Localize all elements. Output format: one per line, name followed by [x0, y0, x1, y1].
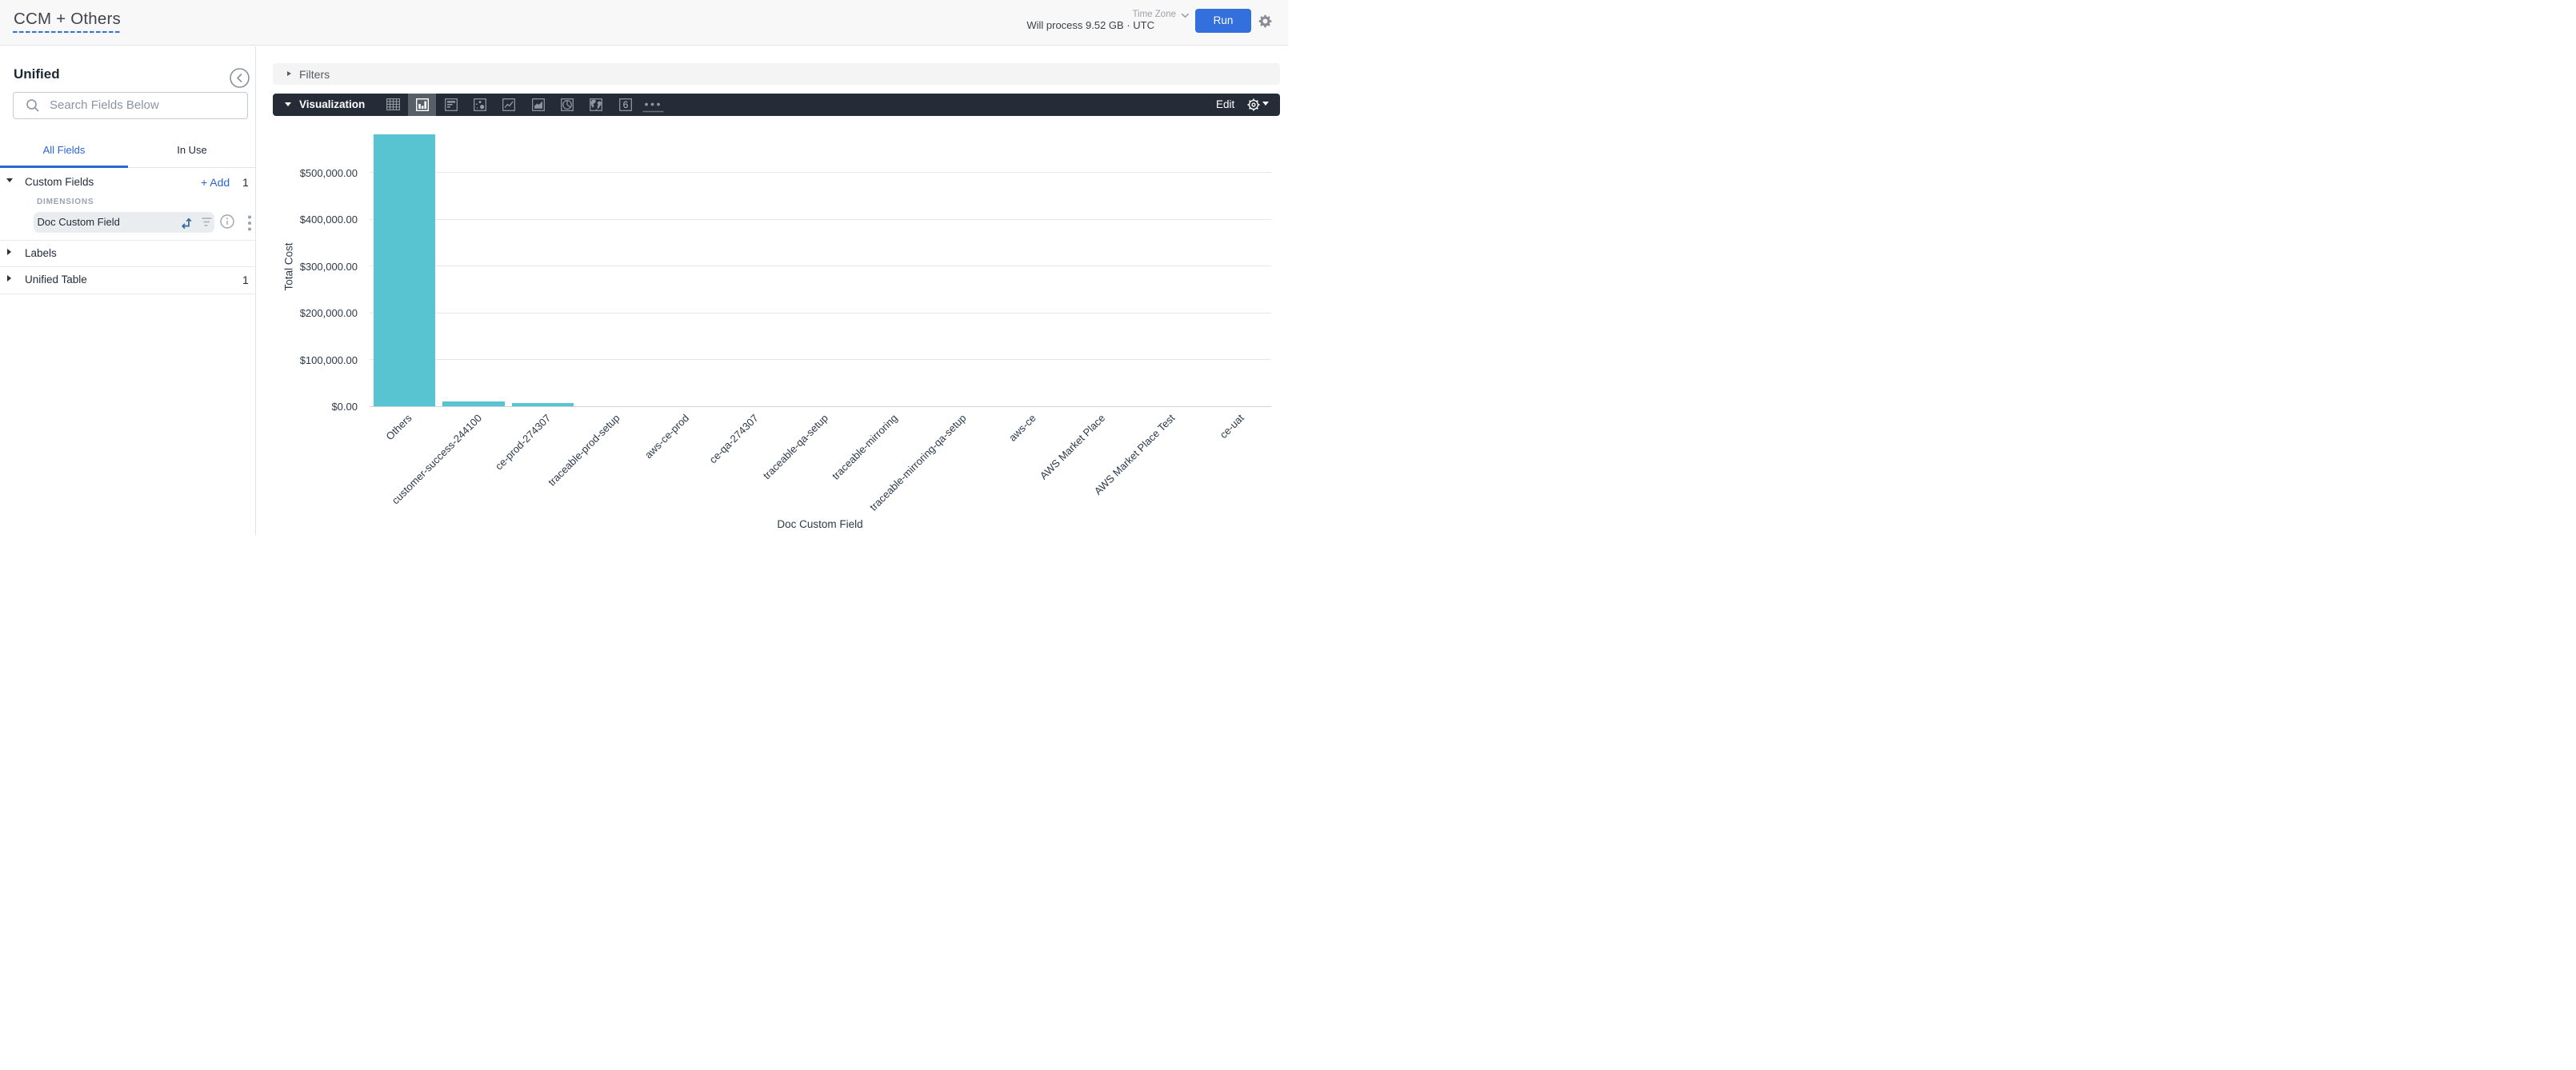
svg-text:6: 6 — [622, 99, 628, 110]
